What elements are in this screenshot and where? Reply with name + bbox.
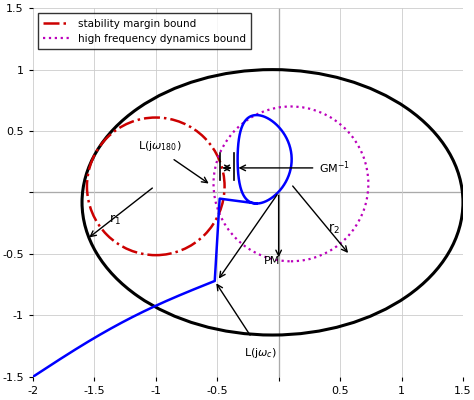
Legend: stability margin bound, high frequency dynamics bound: stability margin bound, high frequency d… xyxy=(38,13,251,49)
Text: r$_2$: r$_2$ xyxy=(328,222,340,236)
Text: PM: PM xyxy=(264,256,281,266)
Text: GM$^{-1}$: GM$^{-1}$ xyxy=(319,160,350,176)
Text: L(j$\omega_c$): L(j$\omega_c$) xyxy=(244,346,277,360)
Text: r$_1$: r$_1$ xyxy=(109,212,121,226)
Text: L(j$\omega_{180}$): L(j$\omega_{180}$) xyxy=(137,139,181,153)
